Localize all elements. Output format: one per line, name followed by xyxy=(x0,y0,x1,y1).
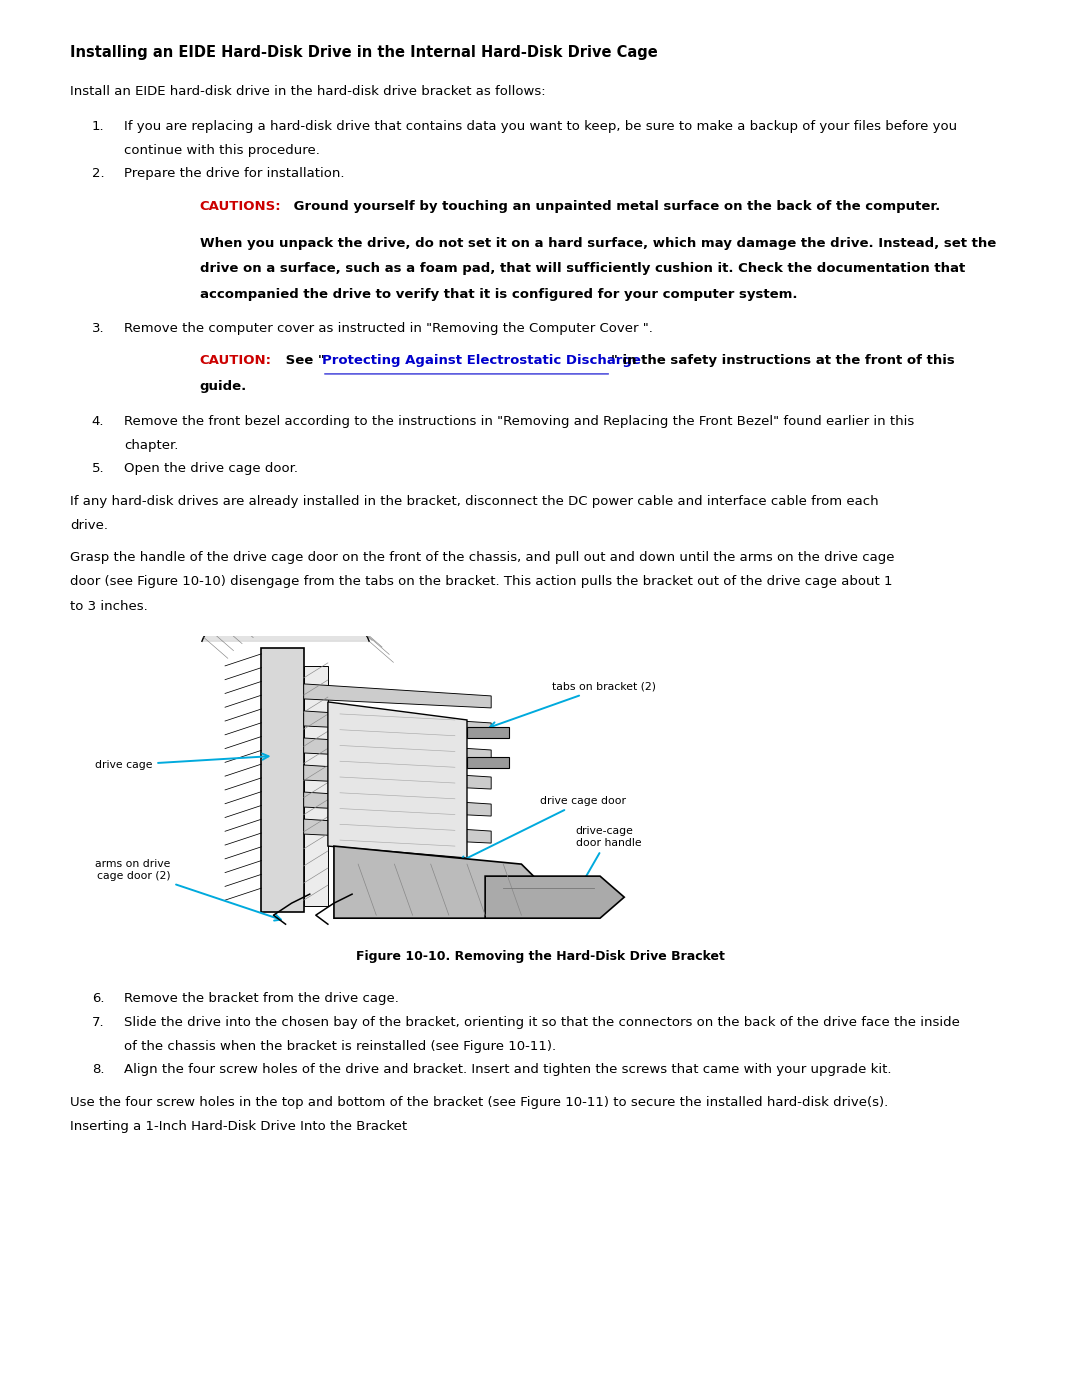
Text: 5.: 5. xyxy=(92,462,105,475)
Text: Install an EIDE hard-disk drive in the hard-disk drive bracket as follows:: Install an EIDE hard-disk drive in the h… xyxy=(70,84,545,98)
Text: accompanied the drive to verify that it is configured for your computer system.: accompanied the drive to verify that it … xyxy=(200,288,797,300)
Text: 1.: 1. xyxy=(92,120,105,133)
Text: Grasp the handle of the drive cage door on the front of the chassis, and pull ou: Grasp the handle of the drive cage door … xyxy=(70,552,894,564)
Text: 7.: 7. xyxy=(92,1016,105,1030)
Polygon shape xyxy=(303,666,328,907)
Text: If you are replacing a hard-disk drive that contains data you want to keep, be s: If you are replacing a hard-disk drive t… xyxy=(124,120,957,133)
Text: Installing an EIDE Hard-Disk Drive in the Internal Hard-Disk Drive Cage: Installing an EIDE Hard-Disk Drive in th… xyxy=(70,45,658,60)
Polygon shape xyxy=(303,685,491,708)
Bar xyxy=(467,728,510,738)
Text: Remove the front bezel according to the instructions in "Removing and Replacing : Remove the front bezel according to the … xyxy=(124,415,915,427)
Text: continue with this procedure.: continue with this procedure. xyxy=(124,144,320,158)
Text: CAUTION:: CAUTION: xyxy=(200,353,272,367)
Polygon shape xyxy=(303,738,491,761)
Polygon shape xyxy=(202,606,369,641)
Text: guide.: guide. xyxy=(200,380,247,393)
Text: drive cage door: drive cage door xyxy=(459,796,625,862)
Polygon shape xyxy=(303,766,491,789)
Text: chapter.: chapter. xyxy=(124,439,178,453)
Polygon shape xyxy=(303,711,491,735)
Text: to 3 inches.: to 3 inches. xyxy=(70,599,148,612)
Text: 8.: 8. xyxy=(92,1063,105,1076)
Text: Slide the drive into the chosen bay of the bracket, orienting it so that the con: Slide the drive into the chosen bay of t… xyxy=(124,1016,960,1030)
Text: door (see Figure 10-10) disengage from the tabs on the bracket. This action pull: door (see Figure 10-10) disengage from t… xyxy=(70,576,893,588)
Polygon shape xyxy=(328,701,467,858)
Text: When you unpack the drive, do not set it on a hard surface, which may damage the: When you unpack the drive, do not set it… xyxy=(200,237,996,250)
Text: drive-cage
door handle: drive-cage door handle xyxy=(576,826,642,890)
Bar xyxy=(467,757,510,768)
Text: Ground yourself by touching an unpainted metal surface on the back of the comput: Ground yourself by touching an unpainted… xyxy=(289,200,941,212)
Polygon shape xyxy=(261,648,303,912)
Text: 6.: 6. xyxy=(92,992,105,1004)
Text: See ": See " xyxy=(281,353,325,367)
Text: Figure 10-10. Removing the Hard-Disk Drive Bracket: Figure 10-10. Removing the Hard-Disk Dri… xyxy=(355,950,725,963)
Text: tabs on bracket (2): tabs on bracket (2) xyxy=(490,682,656,728)
Text: 3.: 3. xyxy=(92,321,105,334)
Text: 2.: 2. xyxy=(92,168,105,180)
Text: drive cage: drive cage xyxy=(95,753,269,770)
Text: Open the drive cage door.: Open the drive cage door. xyxy=(124,462,298,475)
Text: of the chassis when the bracket is reinstalled (see Figure 10-11).: of the chassis when the bracket is reins… xyxy=(124,1041,556,1053)
Text: drive.: drive. xyxy=(70,518,108,532)
Text: Remove the computer cover as instructed in "Removing the Computer Cover ".: Remove the computer cover as instructed … xyxy=(124,321,653,334)
Text: Protecting Against Electrostatic Discharge: Protecting Against Electrostatic Dischar… xyxy=(322,353,640,367)
Text: " in the safety instructions at the front of this: " in the safety instructions at the fron… xyxy=(611,353,955,367)
Text: Align the four screw holes of the drive and bracket. Insert and tighten the scre: Align the four screw holes of the drive … xyxy=(124,1063,892,1076)
Text: If any hard-disk drives are already installed in the bracket, disconnect the DC : If any hard-disk drives are already inst… xyxy=(70,495,879,507)
Text: Remove the bracket from the drive cage.: Remove the bracket from the drive cage. xyxy=(124,992,400,1004)
Polygon shape xyxy=(303,792,491,816)
Polygon shape xyxy=(334,847,552,918)
Text: CAUTIONS:: CAUTIONS: xyxy=(200,200,282,212)
Text: arms on drive
cage door (2): arms on drive cage door (2) xyxy=(95,859,281,921)
Polygon shape xyxy=(485,876,624,918)
Text: Use the four screw holes in the top and bottom of the bracket (see Figure 10-11): Use the four screw holes in the top and … xyxy=(70,1095,889,1109)
Polygon shape xyxy=(303,819,491,844)
Text: 4.: 4. xyxy=(92,415,105,427)
Text: Prepare the drive for installation.: Prepare the drive for installation. xyxy=(124,168,345,180)
Text: drive on a surface, such as a foam pad, that will sufficiently cushion it. Check: drive on a surface, such as a foam pad, … xyxy=(200,263,966,275)
Text: Inserting a 1-Inch Hard-Disk Drive Into the Bracket: Inserting a 1-Inch Hard-Disk Drive Into … xyxy=(70,1120,407,1133)
